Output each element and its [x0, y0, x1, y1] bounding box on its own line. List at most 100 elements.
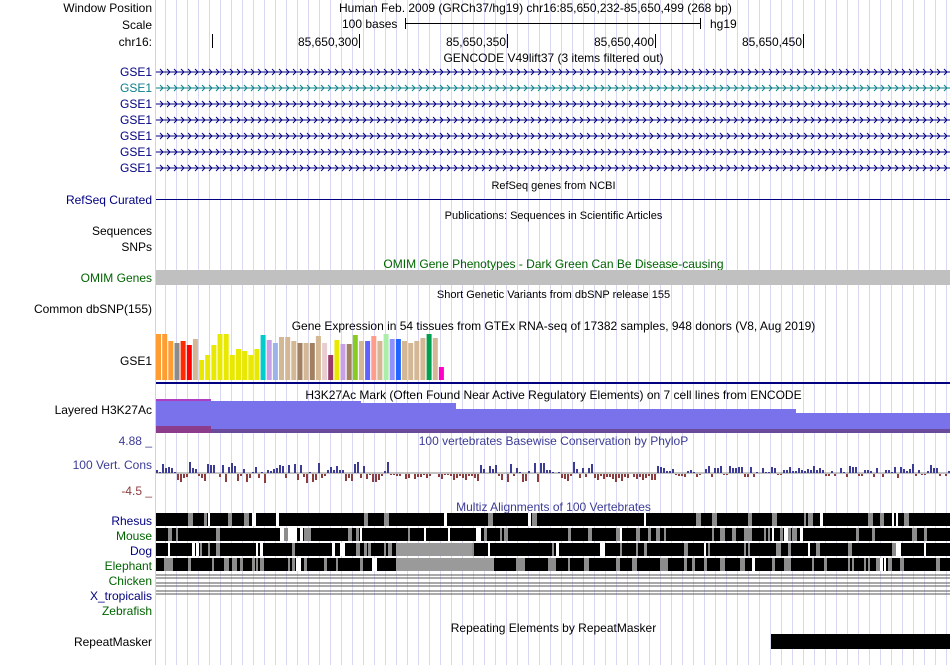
repeatmasker-track-title[interactable]: Repeating Elements by RepeatMasker — [157, 621, 950, 635]
multiz-gap — [808, 543, 810, 556]
refseq-track-title[interactable]: RefSeq genes from NCBI — [157, 179, 950, 193]
multiz-track-title[interactable]: Multiz Alignments of 100 Vertebrates — [157, 500, 950, 514]
publications-track-title[interactable]: Publications: Sequences in Scientific Ar… — [157, 209, 950, 223]
gencode-item-label[interactable]: GSE1 — [120, 113, 152, 127]
phylop-bar — [891, 472, 893, 473]
gencode-item-label[interactable]: GSE1 — [120, 97, 152, 111]
multiz-gap — [448, 528, 450, 541]
phylop-bar — [213, 465, 215, 473]
gtex-track-title[interactable]: Gene Expression in 54 tissues from GTEx … — [157, 319, 950, 333]
phylop-bar — [636, 474, 638, 479]
refseq-gene-line[interactable] — [156, 199, 950, 200]
multiz-species-label[interactable]: Chicken — [109, 574, 152, 588]
phylop-bar — [789, 467, 791, 473]
phylop-bar — [657, 466, 659, 473]
phylop-bar — [801, 470, 803, 473]
phylop-bar — [378, 474, 380, 480]
omim-track-title[interactable]: OMIM Gene Phenotypes - Dark Green Can Be… — [157, 257, 950, 271]
phylop-track-title[interactable]: 100 vertebrates Basewise Conservation by… — [157, 434, 950, 448]
multiz-gap — [740, 558, 745, 571]
gencode-gene-lines[interactable] — [156, 64, 950, 180]
phylop-label[interactable]: 100 Vert. Cons — [73, 458, 152, 472]
phylop-bar — [855, 467, 857, 473]
gtex-tissue-bar — [377, 341, 382, 380]
multiz-gap — [336, 558, 338, 571]
gencode-item-label[interactable]: GSE1 — [120, 129, 152, 143]
phylop-bar — [165, 468, 167, 473]
gtex-expression-chart[interactable] — [156, 334, 950, 386]
position-text[interactable]: Human Feb. 2009 (GRCh37/hg19) chr16:85,6… — [339, 1, 732, 15]
phylop-bar — [654, 474, 656, 480]
multiz-gap — [924, 528, 927, 541]
multiz-gap — [708, 543, 710, 556]
multiz-species-label[interactable]: Rhesus — [111, 514, 152, 528]
gencode-item-label[interactable]: GSE1 — [120, 161, 152, 175]
snps-label[interactable]: SNPs — [121, 240, 152, 254]
phylop-bar — [381, 474, 383, 476]
multiz-gap — [904, 513, 909, 526]
h3k27ac-label[interactable]: Layered H3K27Ac — [55, 403, 152, 417]
multiz-gap — [192, 543, 195, 556]
multiz-gap — [384, 513, 389, 526]
phylop-bar — [906, 471, 908, 473]
phylop-bar — [540, 463, 542, 473]
refseq-label[interactable]: RefSeq Curated — [66, 193, 152, 207]
phylop-bar — [579, 474, 581, 478]
multiz-species-label[interactable]: Mouse — [116, 529, 152, 543]
multiz-gap — [552, 558, 556, 571]
multiz-gap — [772, 558, 775, 571]
phylop-bar — [210, 465, 212, 473]
phylop-bar — [528, 471, 530, 473]
gtex-tissue-bar — [414, 341, 419, 380]
multiz-species-label[interactable]: Elephant — [105, 559, 152, 573]
phylop-bar — [696, 474, 698, 477]
multiz-gap — [548, 558, 552, 571]
multiz-gap — [648, 528, 651, 541]
ruler-tick — [803, 34, 804, 48]
phylop-bar — [705, 469, 707, 473]
gencode-item-label[interactable]: GSE1 — [120, 65, 152, 79]
sequences-label[interactable]: Sequences — [92, 224, 152, 238]
phylop-conservation-chart[interactable] — [156, 448, 950, 496]
phylop-bar — [768, 472, 770, 473]
h3k27ac-signal[interactable] — [156, 399, 950, 433]
omim-label[interactable]: OMIM Genes — [81, 271, 152, 285]
multiz-gap — [620, 543, 622, 556]
dbsnp-label[interactable]: Common dbSNP(155) — [34, 302, 152, 316]
gtex-gene-label[interactable]: GSE1 — [120, 354, 152, 368]
multiz-gap — [788, 528, 791, 541]
phylop-bar — [441, 474, 443, 479]
ruler-tick — [655, 34, 656, 48]
multiz-gap — [856, 528, 859, 541]
multiz-species-label[interactable]: X_tropicalis — [90, 589, 152, 603]
genome-browser-image[interactable]: Window Position Human Feb. 2009 (GRCh37/… — [0, 0, 950, 665]
repeatmasker-label[interactable]: RepeatMasker — [74, 635, 152, 649]
phylop-bar — [225, 474, 227, 482]
phylop-bar — [480, 465, 482, 473]
phylop-bar — [174, 472, 176, 473]
phylop-bar — [627, 474, 629, 478]
phylop-bar — [549, 470, 551, 473]
phylop-bar — [258, 474, 260, 478]
phylop-bar — [561, 474, 563, 478]
phylop-bar — [342, 470, 344, 473]
phylop-bar — [372, 474, 374, 482]
omim-feature-bar[interactable] — [156, 270, 950, 285]
repeatmasker-element[interactable] — [771, 634, 950, 649]
gencode-track-title[interactable]: GENCODE V49lift37 (3 items filtered out) — [157, 51, 950, 65]
phylop-bar — [270, 471, 272, 473]
multiz-alignment-blocks[interactable] — [156, 513, 950, 601]
phylop-bar — [228, 467, 230, 473]
multiz-species-label[interactable]: Dog — [130, 544, 152, 558]
multiz-gap — [664, 558, 668, 571]
dbsnp-track-title[interactable]: Short Genetic Variants from dbSNP releas… — [157, 288, 950, 302]
multiz-gap — [168, 558, 173, 571]
multiz-gap — [720, 528, 725, 541]
multiz-gap — [620, 528, 622, 541]
multiz-gap — [240, 558, 243, 571]
multiz-species-label[interactable]: Zebrafish — [102, 604, 152, 618]
h3k27ac-layer — [211, 429, 950, 433]
multiz-gap — [532, 513, 537, 526]
gencode-item-label[interactable]: GSE1 — [120, 81, 152, 95]
gencode-item-label[interactable]: GSE1 — [120, 145, 152, 159]
